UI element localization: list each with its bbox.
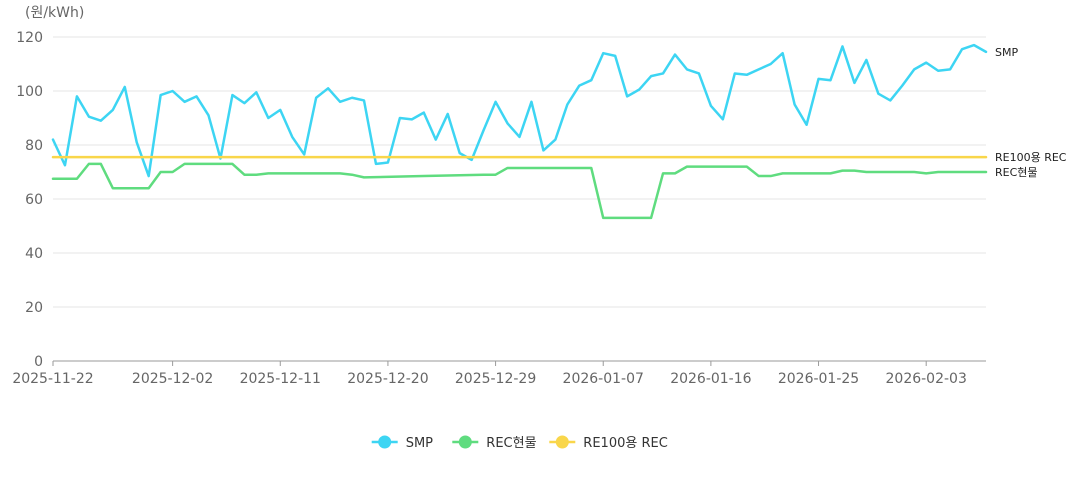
series-end-label-2: RE100용 REC [995,151,1067,164]
gridlines [53,36,986,308]
x-tick-label-2025-11-22: 2025-11-22 [12,371,93,387]
y-tick-label-20: 20 [25,300,43,316]
x-tick-label-2026-01-25: 2026-01-25 [778,371,859,387]
series-line-1 [51,162,988,220]
x-tick-label-2025-12-20: 2025-12-20 [347,371,428,387]
x-tick-label-2025-12-29: 2025-12-29 [455,371,536,387]
y-tick-label-80: 80 [25,138,43,154]
series-end-label-0: SMP [995,46,1018,59]
x-tick-label-2025-12-02: 2025-12-02 [132,371,213,387]
x-tick-label-2026-02-03: 2026-02-03 [886,371,967,387]
y-tick-label-120: 120 [16,30,43,46]
x-tick-label-2026-01-16: 2026-01-16 [670,371,751,387]
series-end-labels: SMP RE100용 REC REC현물 [995,46,1067,179]
series-lines [51,43,988,220]
series-end-label-1: REC현물 [995,166,1038,179]
y-tick-label-100: 100 [16,84,43,100]
x-tick-label-2025-12-11: 2025-12-11 [240,371,321,387]
legend-label-0: SMP [406,436,433,451]
legend-label-1: REC현물 [486,436,536,451]
y-axis-unit-label: (원/kWh) [25,5,84,21]
axes: 0 20 40 60 80 100 120 2025-11-22 2025-12-02 2025-… [12,30,986,387]
y-tick-label-60: 60 [25,192,43,208]
legend-label-2: RE100용 REC [583,436,667,451]
series-line-0 [51,43,988,178]
legend-marker-0 [378,435,392,449]
legend-marker-2 [555,435,569,449]
y-tick-label-40: 40 [25,246,43,262]
legend: SMP REC현물 RE100용 REC [371,435,668,451]
x-tick-label-2026-01-07: 2026-01-07 [563,371,644,387]
y-tick-label-0: 0 [34,354,43,370]
legend-marker-1 [458,435,472,449]
